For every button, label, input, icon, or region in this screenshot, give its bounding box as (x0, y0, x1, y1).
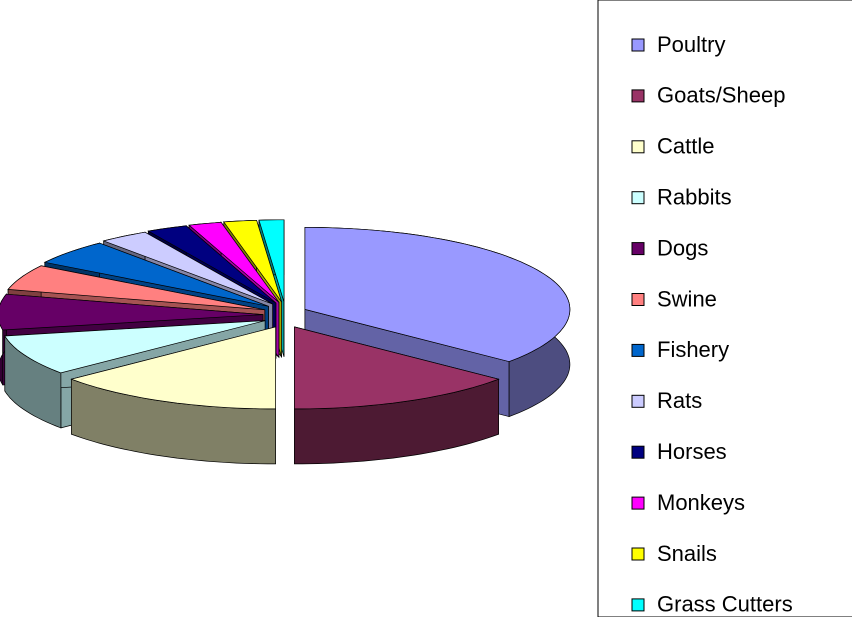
legend-swatch (631, 89, 645, 103)
legend-label: Grass Cutters (657, 592, 793, 617)
legend-swatch (631, 394, 645, 408)
pie-slice (7, 265, 265, 311)
legend-label: Swine (657, 286, 717, 311)
pie-slice (147, 225, 277, 304)
pie-slice (0, 293, 264, 331)
pie-slice (43, 242, 269, 307)
legend-label: Goats/Sheep (657, 83, 785, 108)
legend-swatch (631, 496, 645, 510)
pie-slice (223, 219, 282, 303)
pie-slice (70, 326, 276, 410)
legend-swatch (631, 445, 645, 459)
legend-swatch (631, 191, 645, 205)
legend-swatch (631, 140, 645, 154)
legend-box (597, 0, 852, 617)
pie-slice (294, 326, 500, 410)
pie-slice (102, 231, 273, 305)
pie-slice (304, 227, 571, 362)
legend-swatch (631, 598, 645, 612)
legend-label: Monkeys (657, 490, 745, 515)
pie-slice (258, 219, 285, 302)
legend-label: Cattle (657, 134, 714, 159)
legend-swatch (631, 242, 645, 256)
legend-swatch (631, 547, 645, 561)
legend-swatch (631, 38, 645, 52)
legend-label: Dogs (657, 235, 708, 260)
pie-slice (4, 320, 266, 374)
legend-label: Fishery (657, 337, 729, 362)
legend-label: Snails (657, 541, 717, 566)
legend-label: Rabbits (657, 185, 732, 210)
legend-label: Rats (657, 388, 702, 413)
legend-swatch (631, 293, 645, 306)
legend-label: Poultry (657, 32, 725, 57)
legend-swatch (631, 343, 645, 357)
pie-slice (188, 221, 280, 303)
legend-label: Horses (657, 439, 727, 464)
